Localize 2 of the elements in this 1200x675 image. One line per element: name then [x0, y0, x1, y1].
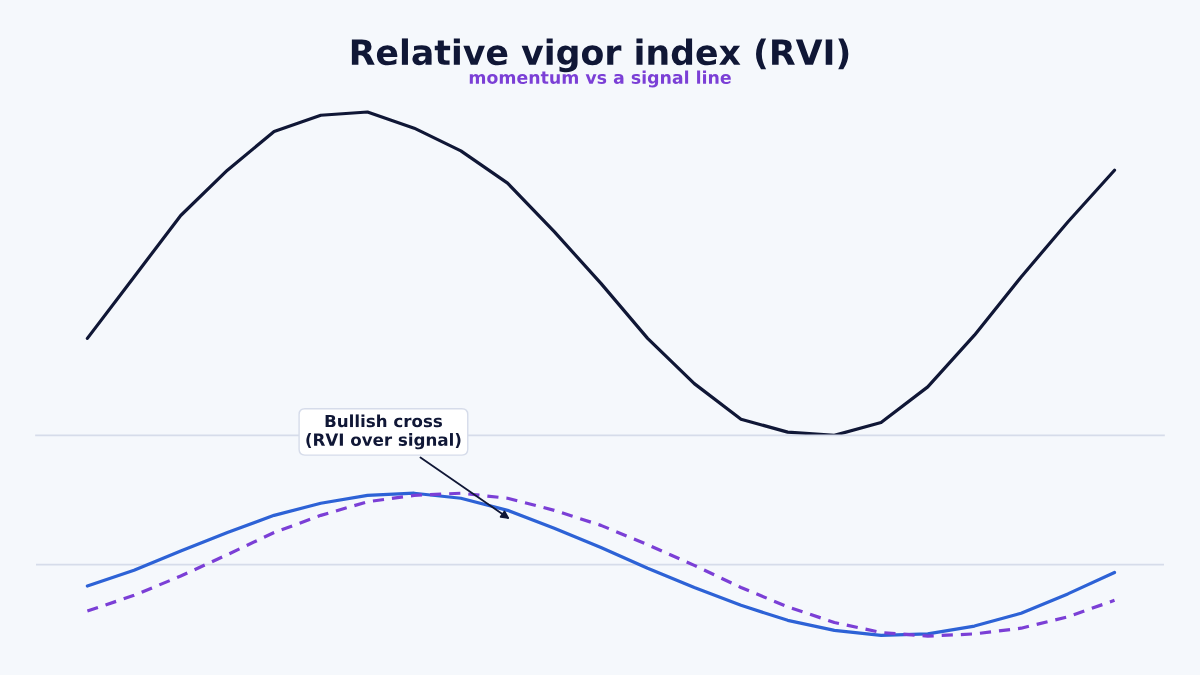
chart-subtitle: momentum vs a signal line	[469, 70, 731, 88]
annotation: Bullish cross (RVI over signal)	[306, 414, 461, 450]
